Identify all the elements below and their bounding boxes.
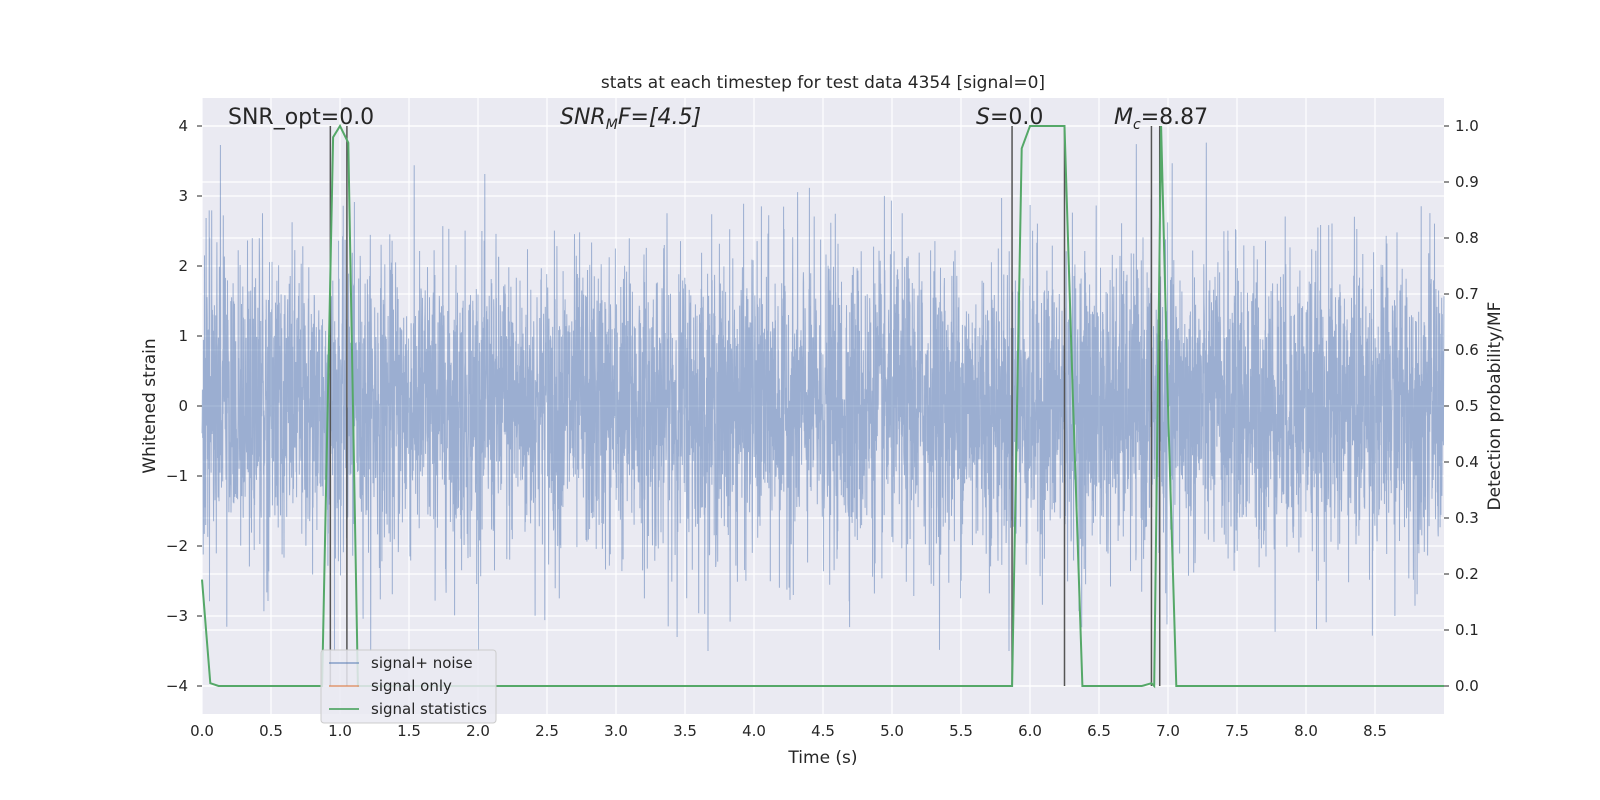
- annotation-mc-sub: c: [1133, 117, 1141, 133]
- x-tick-label: 2.0: [466, 722, 490, 740]
- x-tick-label: 4.0: [742, 722, 766, 740]
- x-tick-label: 3.0: [604, 722, 628, 740]
- y2-tick-label: 0.6: [1455, 341, 1479, 359]
- x-tick-label: 7.0: [1156, 722, 1180, 740]
- x-tick-label: 6.0: [1018, 722, 1042, 740]
- x-tick-label: 1.0: [328, 722, 352, 740]
- y-tick-label: −4: [166, 677, 188, 695]
- y-tick-label: 1: [178, 327, 188, 345]
- y-tick-label: 2: [178, 257, 188, 275]
- x-tick-label: 5.0: [880, 722, 904, 740]
- y-axis-label: Whitened strain: [140, 338, 160, 473]
- y2-tick-label: 0.3: [1455, 509, 1479, 527]
- y-tick-label: −3: [166, 607, 188, 625]
- legend-box: [320, 649, 497, 724]
- y2-tick-label: 0.9: [1455, 173, 1479, 191]
- x-tick-label: 0.5: [259, 722, 283, 740]
- x-tick-label: 2.5: [535, 722, 559, 740]
- legend-label-signal-noise: signal+ noise: [371, 654, 473, 672]
- y2-tick-label: 0.5: [1455, 397, 1479, 415]
- annotation-s-italic: S: [976, 105, 990, 130]
- x-tick-label: 8.0: [1294, 722, 1318, 740]
- y2-tick-label: 0.8: [1455, 229, 1479, 247]
- annotation-snr-opt: SNR_opt=0.0: [228, 105, 374, 130]
- annotation-snr-mf-sub: M: [606, 117, 618, 133]
- signal-statistics-line: [201, 123, 1444, 689]
- y-tick-label: 4: [178, 117, 188, 135]
- x-axis-label: Time (s): [787, 748, 857, 768]
- x-tick-labels: 0.0 0.5 1.0 1.5 2.0 2.5 3.0 3.5 4.0 4.5 5.0 5.5 6.0 6…: [190, 722, 1387, 740]
- annotation-snr-mf: SNRMF=[4.5]: [560, 105, 701, 133]
- annotation-mc-base: M: [1114, 105, 1133, 130]
- x-tick-label: 4.5: [811, 722, 835, 740]
- x-tick-label: 7.5: [1225, 722, 1249, 740]
- annotation-s-rest: =0.0: [990, 105, 1043, 130]
- y-tick-label: 0: [178, 397, 188, 415]
- y2-axis-label: Detection probability/MF: [1485, 302, 1505, 511]
- annotation-snr-mf-base: SNR: [560, 105, 606, 130]
- x-tick-label: 1.5: [397, 722, 421, 740]
- y2-tick-label: 1.0: [1455, 117, 1479, 135]
- y2-tick-label: 0.0: [1455, 677, 1479, 695]
- y2-tick-label: 0.4: [1455, 453, 1479, 471]
- chart-title: stats at each timestep for test data 435…: [601, 73, 1045, 93]
- x-tick-label: 0.0: [190, 722, 214, 740]
- x-tick-label: 3.5: [673, 722, 697, 740]
- statistics-series: [201, 123, 1444, 689]
- noise-series: [201, 142, 1445, 652]
- signal-noise-line: [201, 142, 1445, 652]
- annotation-mc: Mc=8.87: [1114, 105, 1208, 133]
- annotation-mc-rest: =8.87: [1141, 105, 1208, 130]
- y-tick-label: −2: [166, 537, 188, 555]
- x-tick-label: 6.5: [1087, 722, 1111, 740]
- annotation-snr-mf-rest: F=[4.5]: [618, 105, 701, 130]
- vertical-markers: [329, 126, 1161, 686]
- legend-label-signal-only: signal only: [371, 677, 452, 695]
- annotation-s: S=0.0: [976, 105, 1043, 130]
- y-tick-labels: 4 3 2 1 0 −1 −2 −3 −4: [166, 117, 188, 695]
- y-tick-label: 3: [178, 187, 188, 205]
- y-tick-label: −1: [166, 467, 188, 485]
- y2-tick-label: 0.2: [1455, 565, 1479, 583]
- x-tick-label: 5.5: [949, 722, 973, 740]
- y2-tick-label: 0.7: [1455, 285, 1479, 303]
- legend-label-signal-statistics: signal statistics: [371, 700, 487, 718]
- y2-tick-label: 0.1: [1455, 621, 1479, 639]
- x-tick-label: 8.5: [1363, 722, 1387, 740]
- y2-tick-labels: 1.0 0.9 0.8 0.7 0.6 0.5 0.4 0.3 0.2 0.1 0.0: [1455, 117, 1479, 695]
- legend: signal+ noise signal only signal statist…: [320, 649, 497, 724]
